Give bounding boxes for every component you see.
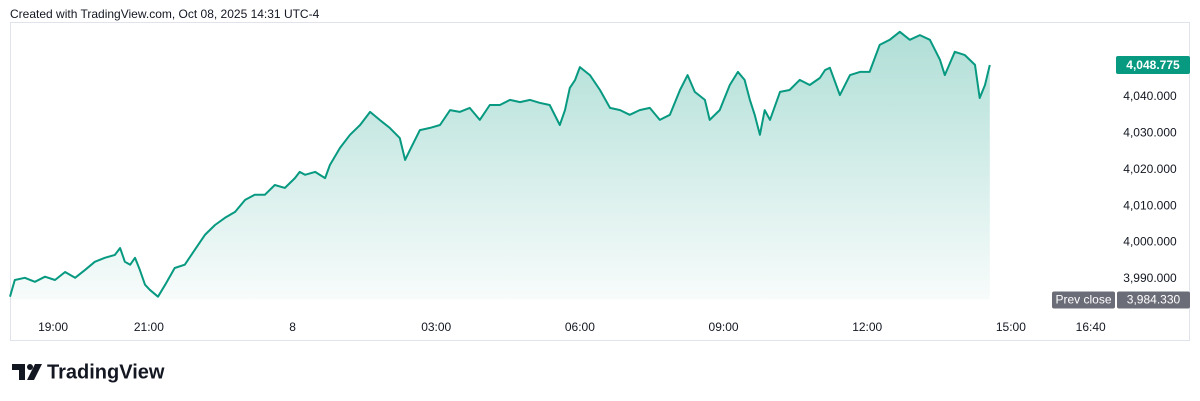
brand: TradingView [47, 361, 165, 383]
y-tick-label: 4,030.000 [1123, 126, 1177, 140]
x-tick-label: 19:00 [38, 320, 68, 334]
x-tick-label: 16:40 [1076, 320, 1106, 334]
price-line [9, 30, 991, 298]
prev-close-badge [1117, 291, 1190, 309]
x-tick-label: 21:00 [134, 320, 164, 334]
y-tick-label: 3,990.000 [1123, 271, 1177, 285]
x-tick-label: 03:00 [421, 320, 451, 334]
y-tick-label: 4,010.000 [1123, 198, 1177, 212]
y-tick-label: 4,020.000 [1123, 162, 1177, 176]
prev-close-name: Prev close [1055, 293, 1111, 307]
x-tick-label: 8 [289, 320, 296, 334]
plot-frame [10, 22, 1190, 341]
last-price-label: 4,048.775 [1126, 58, 1180, 72]
x-tick-label: 12:00 [852, 320, 882, 334]
y-tick-label: 4,040.000 [1123, 89, 1177, 103]
prev-close-label: 3,984.330 [1127, 293, 1181, 307]
last-price-badge [1116, 56, 1190, 75]
x-tick-label: 09:00 [709, 320, 739, 334]
x-tick-label: 06:00 [565, 320, 595, 334]
x-tick-label: 15:00 [996, 320, 1026, 334]
prev-close-tag [1052, 291, 1115, 309]
area-fill [10, 31, 990, 300]
y-tick-label: 4,000.000 [1123, 235, 1177, 249]
caption: Created with TradingView.com, Oct 08, 20… [10, 7, 320, 21]
logo [12, 364, 42, 380]
